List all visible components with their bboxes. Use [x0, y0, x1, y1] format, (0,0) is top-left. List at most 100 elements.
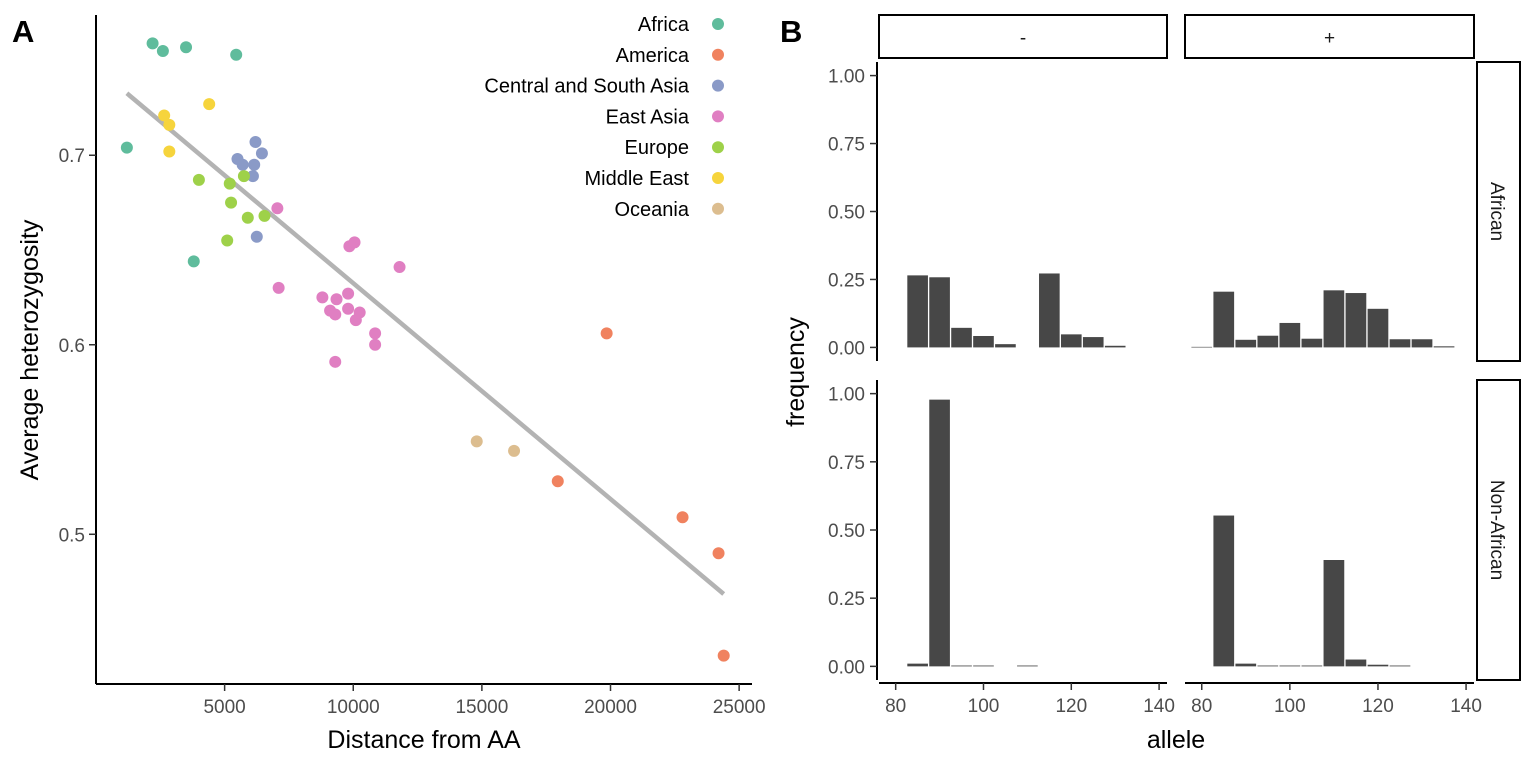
- facet-strip-column: [878, 14, 1168, 59]
- point-middle-east: [163, 145, 176, 158]
- legend-label-central-and-south-asia: Central and South Asia: [484, 76, 689, 98]
- bar: [1235, 663, 1257, 667]
- bar: [907, 275, 928, 348]
- trend-line-group: [125, 91, 726, 596]
- point-east-asia: [369, 338, 382, 351]
- x-tick-label: 120: [1362, 696, 1394, 717]
- bar: [1301, 665, 1323, 667]
- bar: [1039, 273, 1060, 348]
- legend-key-europe: [712, 141, 724, 154]
- x-tick-label: 100: [968, 696, 1000, 717]
- facet-strip-label: -: [1020, 28, 1026, 49]
- point-east-asia: [330, 293, 343, 306]
- point-east-asia: [272, 281, 285, 294]
- trend-line: [125, 91, 726, 596]
- point-europe: [241, 211, 254, 224]
- point-america: [600, 327, 613, 340]
- y-tick-label: 0.5: [59, 525, 85, 546]
- panel-b-label: B: [780, 14, 802, 49]
- point-europe: [221, 234, 234, 247]
- bar: [1301, 338, 1323, 348]
- bar: [1213, 515, 1235, 667]
- bar: [1367, 664, 1389, 667]
- point-europe: [223, 177, 236, 190]
- bar: [1345, 293, 1367, 348]
- panel-b-y-axis-title: frequency: [782, 317, 810, 427]
- bar: [1235, 339, 1257, 348]
- panel-a-x-axis-title: Distance from AA: [327, 726, 520, 754]
- point-europe: [192, 173, 205, 186]
- bar: [1257, 665, 1279, 667]
- point-europe: [237, 170, 250, 183]
- legend: Africa America Central and South Asia East …: [484, 14, 724, 221]
- bar: [1104, 345, 1126, 348]
- y-tick-label: 0.25: [828, 589, 865, 610]
- point-oceania: [470, 435, 483, 448]
- x-tick-label: 5000: [203, 697, 245, 718]
- point-africa: [156, 45, 169, 58]
- facet-strip-label: African: [1486, 182, 1507, 241]
- bar: [1191, 346, 1213, 348]
- bar: [951, 327, 972, 348]
- bar: [1411, 339, 1433, 348]
- point-east-asia: [353, 306, 366, 319]
- bar: [951, 665, 972, 667]
- point-east-asia: [329, 308, 342, 321]
- bar: [1323, 290, 1345, 348]
- point-middle-east: [163, 118, 176, 131]
- bar: [1345, 659, 1367, 667]
- point-america: [712, 547, 725, 560]
- bar: [1257, 335, 1279, 348]
- point-oceania: [508, 444, 521, 457]
- x-tick-label: 120: [1055, 696, 1087, 717]
- y-tick-label: 0.50: [828, 521, 865, 542]
- x-tick-label: 80: [885, 696, 906, 717]
- point-africa: [146, 37, 159, 50]
- x-tick-label: 140: [1450, 696, 1482, 717]
- legend-key-oceania: [712, 202, 724, 215]
- legend-key-africa: [712, 18, 724, 30]
- point-central-and-south-asia: [249, 135, 262, 148]
- point-central-and-south-asia: [246, 170, 259, 183]
- y-tick-label: 1.00: [828, 385, 865, 406]
- point-east-asia: [342, 302, 355, 315]
- bar: [1367, 308, 1389, 348]
- x-tick-label: 20000: [584, 697, 637, 718]
- x-tick-label: 100: [1274, 696, 1306, 717]
- legend-label-europe: Europe: [625, 137, 690, 159]
- legend-label-east-asia: East Asia: [606, 106, 690, 128]
- point-east-asia: [316, 291, 329, 304]
- point-east-asia: [369, 327, 382, 340]
- point-africa: [120, 141, 133, 154]
- legend-label-middle-east: Middle East: [585, 168, 690, 190]
- bar: [1060, 334, 1082, 348]
- facet-strip-row: [1476, 379, 1521, 681]
- y-tick-label: 0.7: [59, 146, 85, 167]
- bar: [1389, 665, 1411, 667]
- point-east-asia: [342, 287, 355, 300]
- point-europe: [258, 209, 271, 222]
- point-america: [551, 475, 564, 488]
- y-tick-label: 0.75: [828, 453, 865, 474]
- facet-strip-column: [1184, 14, 1475, 59]
- legend-label-africa: Africa: [638, 14, 690, 36]
- facet-strip-label: Non-African: [1486, 480, 1507, 580]
- bar: [1433, 346, 1455, 348]
- legend-key-america: [712, 48, 724, 61]
- y-tick-label: 0.00: [828, 338, 865, 359]
- facet-strip-label: +: [1324, 28, 1335, 49]
- panel-a-x-ticks: 5000 10000 15000 20000 25000: [203, 684, 766, 718]
- bar: [1082, 337, 1104, 348]
- bar: [1389, 339, 1411, 348]
- panel-a-label: A: [12, 14, 34, 49]
- point-central-and-south-asia: [236, 158, 249, 171]
- x-tick-label: 15000: [455, 697, 508, 718]
- y-tick-label: 0.50: [828, 203, 865, 224]
- bar: [1279, 322, 1301, 348]
- x-tick-label: 80: [1191, 696, 1212, 717]
- panel-b-x-axis-title: allele: [1147, 726, 1205, 754]
- y-tick-label: 1.00: [828, 67, 865, 88]
- legend-label-oceania: Oceania: [615, 199, 690, 221]
